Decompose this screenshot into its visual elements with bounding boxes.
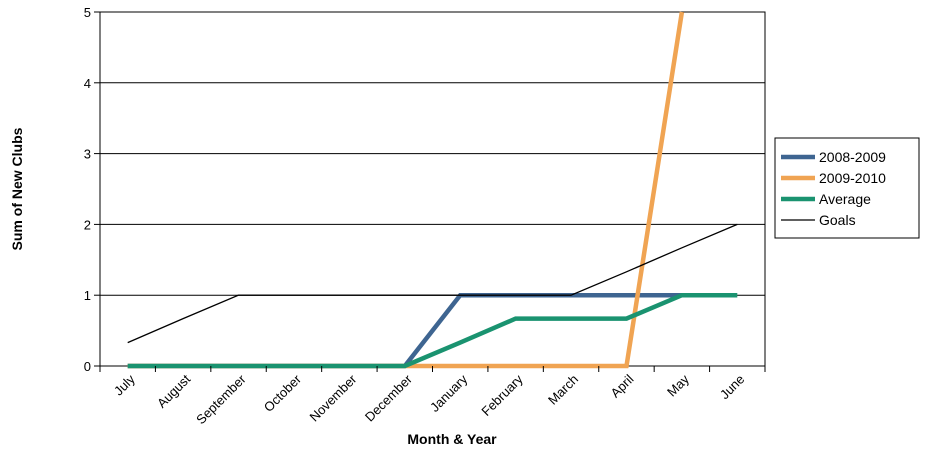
x-axis-ticks: July August September October November Decemb… <box>99 366 766 427</box>
y-tick-label: 4 <box>84 76 91 91</box>
legend-label: Average <box>819 191 871 207</box>
x-tick-label: March <box>545 372 581 408</box>
legend: 2008-2009 2009-2010 Average Goals <box>774 137 920 239</box>
series-line-2 <box>127 292 738 369</box>
series-line-3 <box>127 223 738 344</box>
y-tick-label: 0 <box>84 359 91 374</box>
y-axis-ticks: 0 1 2 3 4 5 <box>84 5 100 374</box>
x-tick-label: May <box>664 371 692 399</box>
x-tick-label: February <box>478 371 526 419</box>
x-tick-label: July <box>111 371 138 398</box>
series-line-1 <box>127 11 685 369</box>
y-axis-title: Sum of New Clubs <box>9 127 25 250</box>
x-tick-label: September <box>193 371 249 427</box>
x-tick-label: October <box>261 371 305 415</box>
y-tick-label: 2 <box>84 217 91 232</box>
legend-label: 2009-2010 <box>819 170 886 186</box>
y-tick-label: 1 <box>84 288 91 303</box>
x-tick-label: April <box>608 371 637 400</box>
x-tick-label: December <box>362 371 415 424</box>
plot-area <box>99 11 766 367</box>
series-lines <box>127 11 738 369</box>
legend-items: 2008-2009 2009-2010 Average Goals <box>781 149 886 228</box>
series-line-0 <box>127 292 682 369</box>
x-tick-label: June <box>717 372 748 403</box>
x-tick-label: August <box>154 371 193 410</box>
x-tick-label: January <box>427 371 471 415</box>
y-tick-label: 5 <box>84 5 91 20</box>
x-tick-label: November <box>306 371 359 424</box>
legend-box <box>774 137 920 239</box>
legend-label: 2008-2009 <box>819 149 886 165</box>
legend-label: Goals <box>819 212 856 228</box>
x-axis-title: Month & Year <box>407 431 497 447</box>
y-tick-label: 3 <box>84 147 91 162</box>
